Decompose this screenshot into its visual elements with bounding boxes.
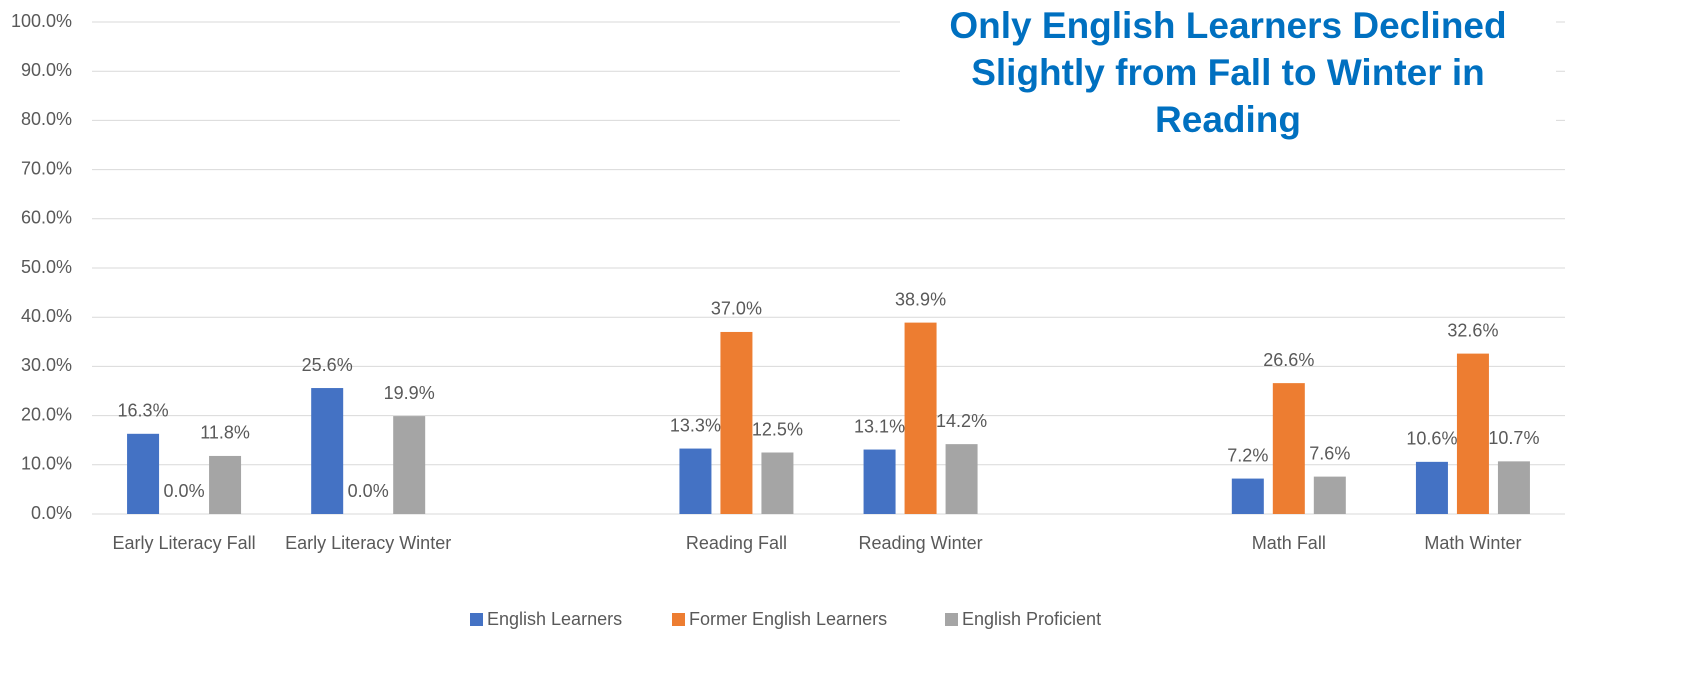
bar — [1272, 383, 1305, 514]
x-tick-label: Math Winter — [1424, 533, 1522, 553]
y-tick-label: 50.0% — [21, 257, 72, 277]
data-label: 10.7% — [1488, 428, 1539, 448]
y-tick-label: 0.0% — [31, 503, 72, 523]
bar — [1231, 478, 1264, 514]
y-tick-label: 40.0% — [21, 306, 72, 326]
data-label: 0.0% — [348, 481, 389, 501]
legend-label: English Proficient — [962, 609, 1101, 629]
legend-swatch — [672, 613, 685, 626]
data-label: 13.3% — [670, 415, 721, 435]
data-label: 19.9% — [384, 383, 435, 403]
bar — [945, 444, 978, 514]
chart-title: Only English Learners Declined Slightly … — [900, 2, 1556, 143]
data-label: 7.6% — [1309, 443, 1350, 463]
data-label: 13.1% — [854, 416, 905, 436]
x-tick-label: Early Literacy Winter — [285, 533, 452, 553]
legend-swatch — [470, 613, 483, 626]
data-label: 26.6% — [1263, 350, 1314, 370]
bar — [209, 455, 242, 514]
bar — [761, 452, 794, 514]
bar — [1497, 461, 1530, 514]
data-label: 25.6% — [302, 355, 353, 375]
x-tick-label: Reading Fall — [685, 533, 787, 553]
bar — [863, 449, 896, 514]
data-label: 37.0% — [711, 299, 762, 319]
y-tick-label: 90.0% — [21, 60, 72, 80]
y-tick-label: 70.0% — [21, 158, 72, 178]
y-tick-label: 100.0% — [11, 11, 72, 31]
legend-label: English Learners — [487, 609, 622, 629]
bar — [679, 448, 712, 514]
data-label: 14.2% — [936, 411, 987, 431]
y-tick-label: 20.0% — [21, 404, 72, 424]
bar — [1456, 353, 1489, 514]
x-tick-label: Reading Winter — [858, 533, 983, 553]
bar — [393, 416, 426, 514]
data-label: 11.8% — [200, 423, 250, 443]
data-label: 32.6% — [1447, 320, 1498, 340]
data-label: 12.5% — [752, 419, 803, 439]
legend-label: Former English Learners — [689, 609, 887, 629]
data-label: 0.0% — [164, 481, 205, 501]
bar — [311, 388, 344, 514]
y-tick-label: 10.0% — [21, 454, 72, 474]
x-tick-label: Early Literacy Fall — [112, 533, 256, 553]
y-tick-label: 30.0% — [21, 355, 72, 375]
x-tick-label: Math Fall — [1251, 533, 1326, 553]
bar — [127, 433, 160, 514]
data-label: 38.9% — [895, 289, 946, 309]
data-label: 16.3% — [118, 401, 169, 421]
legend-swatch — [945, 613, 958, 626]
bar — [1313, 476, 1346, 514]
bar — [904, 322, 937, 514]
y-tick-label: 80.0% — [21, 109, 72, 129]
data-label: 7.2% — [1227, 445, 1268, 465]
bar — [1415, 461, 1448, 514]
data-label: 10.6% — [1406, 429, 1457, 449]
y-tick-label: 60.0% — [21, 208, 72, 228]
bar — [720, 331, 753, 514]
